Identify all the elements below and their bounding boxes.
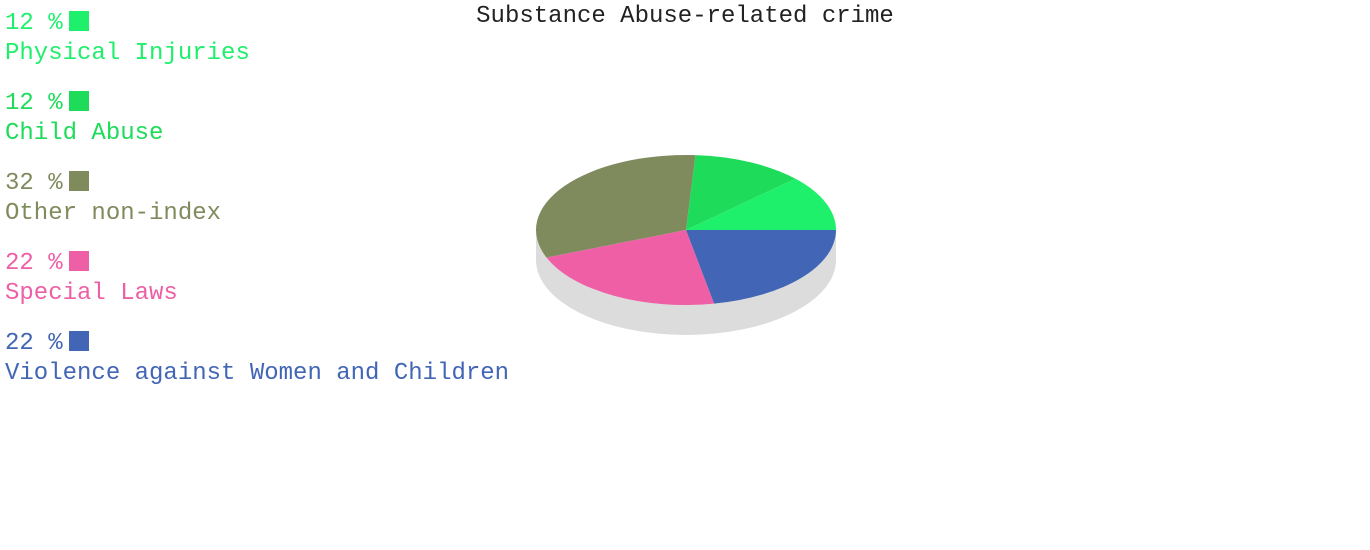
legend-label: Child Abuse <box>5 120 164 147</box>
legend-percent: 12 % <box>5 90 63 117</box>
pie-slice-special-laws <box>546 230 715 305</box>
chart-title: Substance Abuse-related crime <box>476 3 894 30</box>
pie-slice-child-abuse <box>686 155 796 230</box>
legend-swatch <box>68 91 89 111</box>
pie-side <box>536 230 836 335</box>
legend-swatch <box>68 11 89 31</box>
pie-slice-physical-injuries <box>686 178 836 230</box>
pie-depth <box>536 230 836 335</box>
legend-percent: 22 % <box>5 250 63 277</box>
legend-label: Physical Injuries <box>5 40 250 67</box>
pie-slices <box>535 155 836 305</box>
legend-percent: 12 % <box>5 10 63 37</box>
legend-swatch <box>68 251 89 271</box>
legend-percent: 32 % <box>5 170 63 197</box>
legend-swatch <box>68 171 89 191</box>
legend-label: Special Laws <box>5 280 178 307</box>
pie-slice-other-non-index <box>535 155 696 258</box>
legend-percent: 22 % <box>5 330 63 357</box>
legend-label: Violence against Women and Children <box>5 360 510 387</box>
pie-slice-violence-against-women-and-children <box>686 230 836 304</box>
legend-label: Other non-index <box>5 200 222 227</box>
legend-swatch <box>68 331 89 351</box>
